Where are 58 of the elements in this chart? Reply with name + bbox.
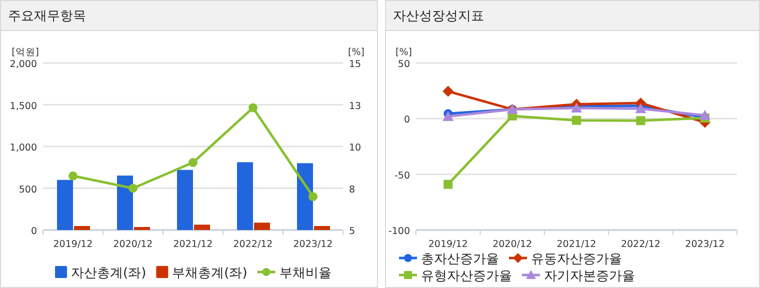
bar <box>314 226 330 230</box>
y2-tick-label: 15 <box>349 59 362 70</box>
legend-label: 부채비율 <box>279 266 332 281</box>
y-tick-label: 0 <box>30 226 37 237</box>
bar <box>57 180 73 230</box>
bar <box>237 162 253 230</box>
y-tick-label: 2,000 <box>10 59 37 70</box>
x-tick-label: 2023/12 <box>293 239 333 250</box>
y-tick-label: 0 <box>404 114 410 126</box>
x-tick-label: 2022/12 <box>620 239 660 250</box>
y2-tick-label: 5 <box>349 226 356 237</box>
legend-label: 유동자산증가율 <box>531 252 622 267</box>
y-axis-title: [%] <box>396 47 412 58</box>
y2-tick-label: 13 <box>349 100 362 112</box>
y2-tick-label: 10 <box>349 142 362 154</box>
point <box>68 171 78 180</box>
bar <box>177 170 193 230</box>
y2-axis-title: [%] <box>348 47 364 58</box>
y-tick-label: 1,000 <box>10 142 37 154</box>
x-tick-label: 2020/12 <box>113 239 153 250</box>
point <box>572 116 581 125</box>
chart-title: 자산성장성지표 <box>393 9 484 24</box>
point <box>188 158 198 168</box>
legend-label: 부채총계(좌) <box>172 266 248 281</box>
y2-tick-label: 8 <box>349 184 356 196</box>
y-tick-label: -100 <box>388 226 410 237</box>
point <box>636 116 646 126</box>
point <box>442 110 454 121</box>
bar <box>74 226 90 230</box>
y-tick-label: 1,500 <box>10 100 37 112</box>
bar <box>194 224 210 230</box>
bar <box>297 163 313 230</box>
x-tick-label: 2019/12 <box>53 239 93 250</box>
point <box>128 184 138 193</box>
point <box>248 103 258 112</box>
y-axis-title: [억원] <box>12 47 39 58</box>
point <box>444 180 453 189</box>
legend-label: 자산총계(좌) <box>71 266 146 281</box>
y-tick-label: 50 <box>398 59 410 70</box>
x-tick-label: 2019/12 <box>428 239 468 250</box>
point <box>699 110 710 120</box>
point <box>442 86 454 97</box>
y-tick-label: 500 <box>18 184 37 196</box>
legend-label: 유형자산증가율 <box>421 269 512 284</box>
bar <box>134 226 150 230</box>
legend-label: 총자산증가율 <box>421 252 499 267</box>
legend-label: 자기자본증가율 <box>544 269 635 284</box>
x-tick-label: 2023/12 <box>685 239 725 250</box>
chart-title: 주요재무항목 <box>8 9 86 24</box>
bar <box>254 222 270 230</box>
point <box>308 192 318 202</box>
x-tick-label: 2022/12 <box>233 239 273 250</box>
y-tick-label: -50 <box>394 170 410 182</box>
x-tick-label: 2021/12 <box>173 239 213 250</box>
point <box>635 103 646 114</box>
bar <box>117 176 133 230</box>
x-tick-label: 2021/12 <box>556 239 596 250</box>
x-tick-label: 2020/12 <box>492 239 532 250</box>
